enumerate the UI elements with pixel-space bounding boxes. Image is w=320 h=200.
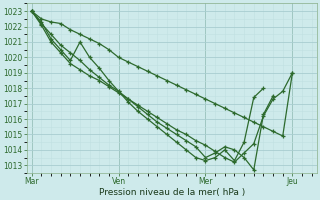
X-axis label: Pression niveau de la mer( hPa ): Pression niveau de la mer( hPa ) <box>99 188 245 197</box>
